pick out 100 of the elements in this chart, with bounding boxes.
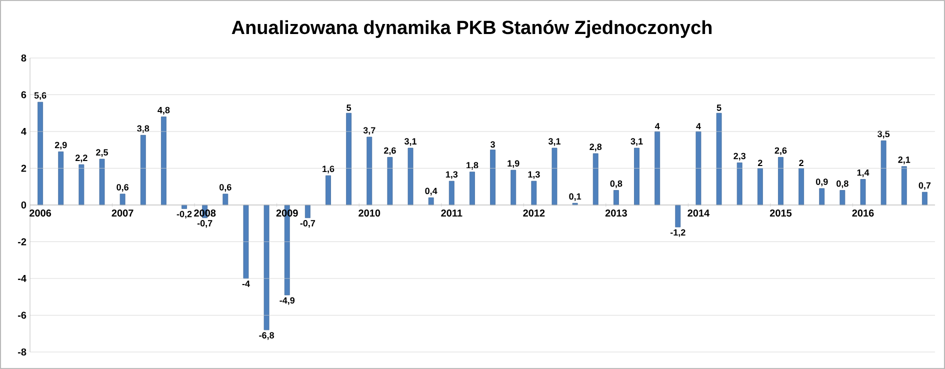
data-label: 4 <box>654 123 660 130</box>
bar <box>798 168 804 206</box>
bar <box>346 112 352 206</box>
x-tick-label: 2010 <box>358 210 380 217</box>
data-label: 5 <box>716 104 722 111</box>
data-label: 2,8 <box>590 144 602 152</box>
data-label: 0,8 <box>610 180 622 188</box>
data-label: 0,7 <box>918 182 931 190</box>
bar <box>387 157 393 206</box>
data-label: 0,9 <box>816 178 828 186</box>
x-tick-label: 2013 <box>605 210 627 217</box>
x-tick-label: 2015 <box>770 210 792 217</box>
data-label: -4 <box>242 280 250 287</box>
data-label: 0,6 <box>220 184 232 192</box>
y-tick-label: 8 <box>21 54 26 62</box>
bar <box>120 194 126 206</box>
bar <box>613 190 619 206</box>
data-label: 2,5 <box>96 149 108 157</box>
bar <box>675 204 681 228</box>
data-label: 2,3 <box>734 152 746 161</box>
chart-title: Anualizowana dynamika PKB Stanów Zjednoczonych <box>232 20 712 38</box>
data-label: 0,8 <box>836 180 848 188</box>
data-label: 3,1 <box>548 138 560 146</box>
data-label: 2 <box>758 160 762 166</box>
x-tick-label: 2011 <box>441 210 462 217</box>
data-label: 3,5 <box>878 130 890 138</box>
bar <box>470 172 475 206</box>
data-label: -1,2 <box>670 229 686 237</box>
data-label: -4,9 <box>280 297 295 305</box>
bar <box>757 168 763 206</box>
bar <box>243 204 249 279</box>
y-tick-label: -4 <box>18 275 26 282</box>
data-label: 4 <box>696 123 701 130</box>
bar <box>161 116 166 206</box>
data-label: 3,7 <box>363 127 376 135</box>
x-tick-label: 2006 <box>30 210 52 217</box>
data-label: 2,2 <box>75 154 88 162</box>
bar <box>38 102 43 206</box>
y-tick-label: 6 <box>21 91 26 98</box>
bar <box>736 162 742 206</box>
bar <box>552 148 558 206</box>
y-tick-label: 0 <box>21 201 26 209</box>
x-tick-label: 2007 <box>112 210 134 217</box>
data-label: 1,3 <box>446 171 458 179</box>
bar <box>222 194 228 206</box>
y-tick-label: -6 <box>18 312 26 319</box>
data-label: 3 <box>490 141 495 148</box>
data-label: 5,6 <box>34 92 46 100</box>
bar <box>448 180 454 206</box>
bar <box>696 131 702 206</box>
data-label: -0,2 <box>176 210 192 219</box>
bar <box>490 150 496 206</box>
bar <box>366 136 372 206</box>
data-label: 2,6 <box>384 147 396 156</box>
bar <box>716 112 722 206</box>
data-label: 2,6 <box>774 147 787 156</box>
data-label: 1,9 <box>508 160 520 168</box>
data-label: -6,8 <box>259 332 274 340</box>
bar <box>778 157 784 206</box>
bar <box>78 164 84 206</box>
x-tick-label: 2016 <box>852 210 874 217</box>
y-tick-label: -2 <box>18 238 26 246</box>
y-tick-label: 4 <box>21 128 26 135</box>
x-tick-label: 2012 <box>523 210 545 217</box>
data-label: 0,6 <box>116 184 128 192</box>
bar <box>99 158 105 206</box>
data-label: -0,7 <box>197 220 212 228</box>
bar <box>140 134 146 206</box>
bar <box>592 153 598 206</box>
bar <box>510 170 516 206</box>
bar <box>634 148 640 206</box>
bar <box>922 192 928 206</box>
bar <box>819 188 825 206</box>
bar <box>428 197 434 206</box>
bar <box>408 148 414 206</box>
bar <box>531 180 537 206</box>
data-label: 3,8 <box>137 125 150 133</box>
data-label: 5 <box>346 104 352 111</box>
bar <box>880 140 886 206</box>
data-label: 0,4 <box>425 188 438 196</box>
bar <box>860 179 866 206</box>
bar <box>326 175 331 206</box>
data-label: 3,1 <box>630 138 643 146</box>
data-label: 2 <box>799 160 804 166</box>
data-label: 1,3 <box>528 171 540 179</box>
data-label: 1,6 <box>322 166 334 174</box>
data-label: 1,4 <box>857 169 870 178</box>
bar <box>304 204 310 218</box>
data-label: 2,9 <box>54 142 67 150</box>
x-tick-label: 2014 <box>688 210 710 217</box>
bar <box>901 166 907 206</box>
bar <box>264 204 270 330</box>
data-label: -0,7 <box>300 220 316 228</box>
data-label: 2,1 <box>898 156 910 164</box>
data-label: 3,1 <box>404 138 417 146</box>
bar <box>840 190 846 206</box>
bar <box>654 131 660 206</box>
y-tick-label: 2 <box>21 164 26 172</box>
data-label: 4,8 <box>158 106 170 115</box>
data-label: 0,1 <box>569 193 582 201</box>
